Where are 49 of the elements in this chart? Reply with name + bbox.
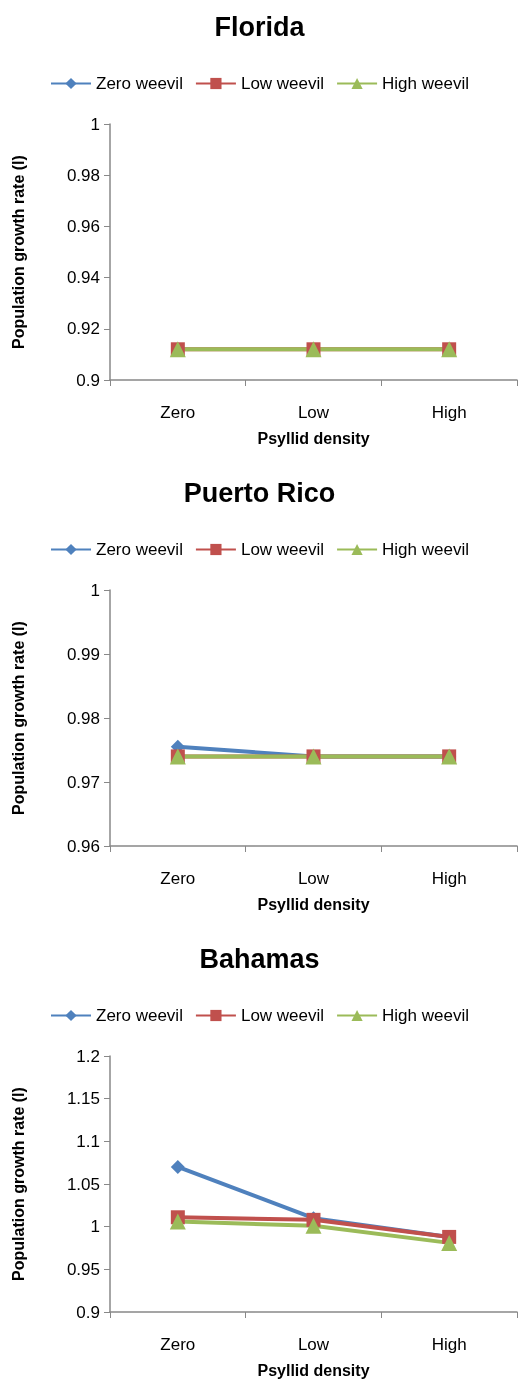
y-tick-label: 0.98 [66,165,100,185]
y-tick-label: 1.2 [76,1046,100,1066]
x-tick-label: Zero [160,403,196,422]
chart-title: Puerto Rico [183,477,336,508]
x-tick-label: High [431,403,467,422]
x-tick-label: Low [297,869,330,888]
x-tick-label: High [431,869,467,888]
x-tick-label: Zero [160,869,196,888]
point [305,1217,322,1234]
y-tick-label: 0.94 [66,268,100,288]
legend-label: Zero weevil [96,1006,183,1025]
point [441,1234,458,1251]
y-tick-label: 0.99 [66,644,100,664]
legend-label: Low weevil [240,1006,325,1025]
y-tick-label: 0.98 [66,708,100,728]
legend-label: Low weevil [240,74,325,93]
x-axis-title: Psyllid density [257,1361,370,1379]
legend-label: Zero weevil [96,74,183,93]
point [170,1159,185,1174]
x-axis-title: Psyllid density [257,429,370,447]
y-tick-label: 0.9 [76,1302,100,1322]
y-tick-label: 0.9 [76,370,100,390]
y-tick-label: 1.15 [66,1089,100,1109]
y-tick-label: 1.1 [76,1131,100,1151]
chart-title: Florida [214,11,306,42]
y-axis-title: Population growth rate (l) [9,1087,27,1281]
x-axis-title: Psyllid density [257,895,370,913]
legend-label: High weevil [382,74,470,93]
legend-label: High weevil [382,1006,470,1025]
y-tick-label: 0.97 [66,772,100,792]
y-tick-label: 1 [90,1217,100,1237]
chart-title: Bahamas [199,943,320,974]
y-tick-label: 0.92 [66,319,100,339]
x-tick-label: High [431,1335,467,1354]
y-tick-label: 1 [90,114,100,134]
y-tick-label: 1 [90,580,100,600]
y-tick-label: 0.96 [66,836,100,856]
y-tick-label: 0.96 [66,216,100,236]
x-tick-label: Zero [160,1335,196,1354]
point [169,1213,186,1230]
y-axis-title: Population growth rate (l) [9,621,27,815]
legend-label: Low weevil [240,540,325,559]
y-axis-title: Population growth rate (l) [9,155,27,349]
y-tick-label: 1.05 [66,1174,100,1194]
x-tick-label: Low [297,1335,330,1354]
legend-label: Zero weevil [96,540,183,559]
x-tick-label: Low [297,403,330,422]
y-tick-label: 0.95 [66,1259,100,1279]
legend-label: High weevil [382,540,470,559]
